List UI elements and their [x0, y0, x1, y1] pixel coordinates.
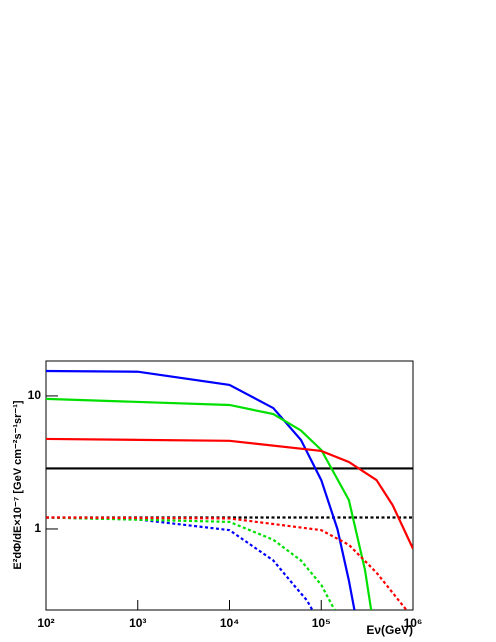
y-tick-label: 1	[34, 521, 41, 535]
y-axis-label: E²dΦ/dE×10⁻⁷ [GeV cm⁻²s⁻¹sr⁻¹]	[12, 400, 24, 569]
series-line	[46, 397, 373, 610]
x-tick-label: 10²	[37, 616, 54, 630]
series-line	[46, 369, 356, 610]
series-line	[46, 437, 413, 550]
series-line	[46, 516, 314, 610]
plot-frame	[45, 360, 414, 611]
x-axis-label: Eν(GeV)	[366, 623, 413, 637]
x-tick-label: 10⁶	[404, 616, 423, 630]
x-tick-label: 10³	[129, 616, 146, 630]
series-line	[46, 516, 336, 610]
x-tick-label: 10⁴	[220, 616, 239, 630]
plot-area	[46, 369, 413, 610]
x-tick-label: 10⁵	[312, 616, 331, 630]
y-tick-label: 10	[28, 388, 42, 402]
series-line	[46, 516, 408, 610]
